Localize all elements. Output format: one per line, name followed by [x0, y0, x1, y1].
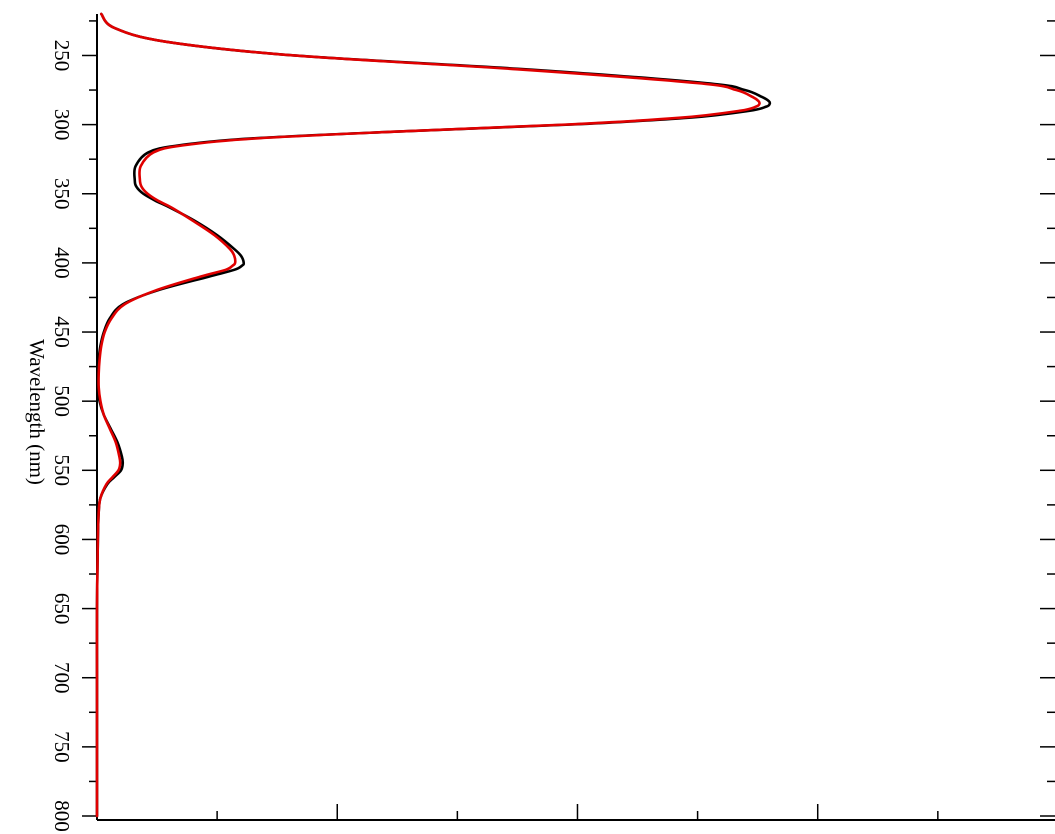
x-tick-label: 750 — [50, 731, 74, 763]
series-line-red — [95, 12, 761, 818]
series-line-black — [95, 12, 772, 818]
x-tick-label: 550 — [50, 455, 74, 487]
x-tick-label: 800 — [50, 800, 74, 832]
x-tick-label: 250 — [50, 40, 74, 72]
series-lines — [95, 12, 772, 818]
x-tick-label: 400 — [50, 247, 74, 279]
x-axis-title: Wavelength (nm) — [25, 339, 49, 485]
x-tick-label: 300 — [50, 109, 74, 141]
tick-marks — [82, 20, 1055, 820]
tick-labels: 250 300 350 400 450 500 550 600 650 700 750 800 — [50, 40, 74, 832]
x-tick-label: 350 — [50, 178, 74, 210]
x-tick-label: 700 — [50, 662, 74, 694]
x-tick-label: 450 — [50, 316, 74, 348]
x-tick-label: 600 — [50, 524, 74, 556]
x-tick-label: 650 — [50, 593, 74, 625]
x-tick-label: 500 — [50, 385, 74, 417]
